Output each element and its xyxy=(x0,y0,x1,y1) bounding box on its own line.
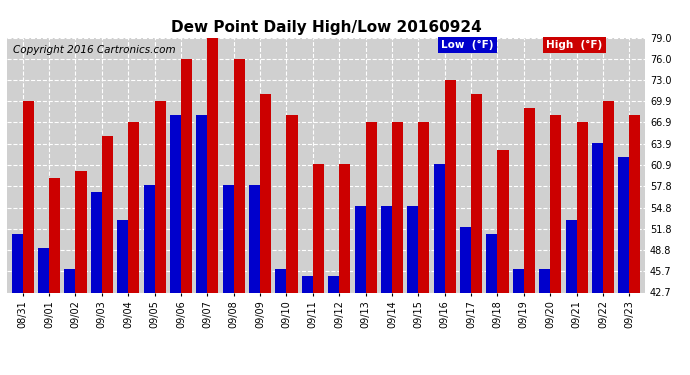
Bar xyxy=(513,269,524,292)
Bar xyxy=(260,94,271,292)
Bar xyxy=(407,206,418,292)
Bar xyxy=(75,171,86,292)
Bar xyxy=(577,122,588,292)
Bar xyxy=(102,136,113,292)
Bar xyxy=(144,185,155,292)
Bar xyxy=(381,206,392,292)
Bar xyxy=(418,122,429,292)
Bar xyxy=(181,58,192,292)
Bar xyxy=(339,164,351,292)
Bar xyxy=(366,122,377,292)
Bar xyxy=(313,164,324,292)
Bar xyxy=(592,143,603,292)
Bar xyxy=(392,122,403,292)
Bar xyxy=(286,115,297,292)
Bar xyxy=(196,115,207,292)
Bar xyxy=(155,101,166,292)
Bar xyxy=(539,269,550,292)
Bar xyxy=(38,248,49,292)
Bar xyxy=(629,115,640,292)
Bar xyxy=(433,164,445,292)
Bar xyxy=(249,185,260,292)
Bar xyxy=(223,185,234,292)
Bar xyxy=(275,269,286,292)
Bar xyxy=(355,206,366,292)
Text: Copyright 2016 Cartronics.com: Copyright 2016 Cartronics.com xyxy=(13,45,176,55)
Bar xyxy=(460,227,471,292)
Bar xyxy=(49,178,60,292)
Bar xyxy=(234,58,245,292)
Bar xyxy=(445,80,456,292)
Bar xyxy=(117,220,128,292)
Bar xyxy=(170,115,181,292)
Bar xyxy=(618,157,629,292)
Text: Low  (°F): Low (°F) xyxy=(441,40,493,50)
Bar xyxy=(23,101,34,292)
Text: High  (°F): High (°F) xyxy=(546,40,602,50)
Bar xyxy=(550,115,561,292)
Bar xyxy=(486,234,497,292)
Bar xyxy=(207,38,219,292)
Bar xyxy=(566,220,577,292)
Bar xyxy=(524,108,535,292)
Bar xyxy=(328,276,339,292)
Bar xyxy=(497,150,509,292)
Bar xyxy=(603,101,614,292)
Bar xyxy=(64,269,75,292)
Bar xyxy=(302,276,313,292)
Bar xyxy=(128,122,139,292)
Bar xyxy=(12,234,23,292)
Bar xyxy=(91,192,102,292)
Title: Dew Point Daily High/Low 20160924: Dew Point Daily High/Low 20160924 xyxy=(170,20,482,35)
Bar xyxy=(471,94,482,292)
